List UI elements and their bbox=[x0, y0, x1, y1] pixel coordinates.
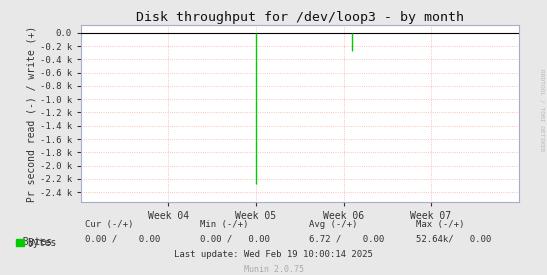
Text: 0.00 /   0.00: 0.00 / 0.00 bbox=[200, 235, 270, 244]
Y-axis label: Pr second read (-) / write (+): Pr second read (-) / write (+) bbox=[27, 25, 37, 202]
Text: RRDTOOL / TOBI OETIKER: RRDTOOL / TOBI OETIKER bbox=[539, 69, 544, 151]
Text: Avg (-/+): Avg (-/+) bbox=[309, 220, 357, 229]
Text: Bytes: Bytes bbox=[11, 237, 52, 247]
Text: Min (-/+): Min (-/+) bbox=[200, 220, 248, 229]
Text: Cur (-/+): Cur (-/+) bbox=[85, 220, 133, 229]
Title: Disk throughput for /dev/loop3 - by month: Disk throughput for /dev/loop3 - by mont… bbox=[136, 10, 464, 24]
Text: 52.64k/   0.00: 52.64k/ 0.00 bbox=[416, 235, 491, 244]
Text: Last update: Wed Feb 19 10:00:14 2025: Last update: Wed Feb 19 10:00:14 2025 bbox=[174, 250, 373, 259]
Text: 0.00 /    0.00: 0.00 / 0.00 bbox=[85, 235, 160, 244]
Legend: Bytes: Bytes bbox=[16, 238, 57, 248]
Text: 6.72 /    0.00: 6.72 / 0.00 bbox=[309, 235, 385, 244]
Text: Munin 2.0.75: Munin 2.0.75 bbox=[243, 265, 304, 274]
Text: Max (-/+): Max (-/+) bbox=[416, 220, 464, 229]
